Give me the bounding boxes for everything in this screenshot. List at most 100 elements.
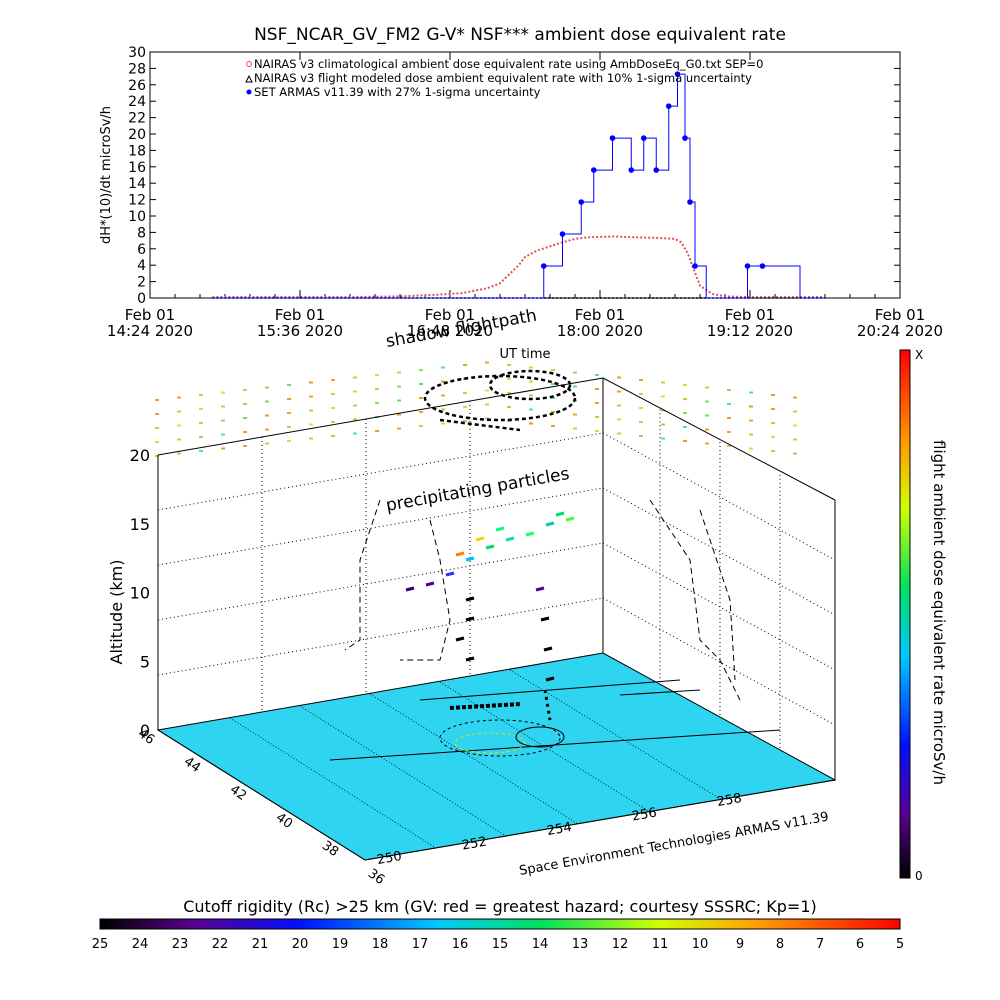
y-tick-label: 28 [128,61,146,77]
x-tick-date: Feb 01 [725,306,775,324]
box-front-right [364,779,836,861]
rigidity-tick: 8 [776,937,784,952]
y-tick-label: 10 [128,209,146,225]
series-armas-point [640,135,647,141]
x-tick-date: Feb 01 [875,306,925,324]
track-point [525,531,535,537]
series-armas-point [744,263,751,269]
altitude-tick: 0 [140,721,150,740]
rigidity-tick: 25 [92,937,109,952]
series-armas-point [628,167,635,173]
x-tick-date: Feb 01 [125,306,175,324]
dose-colorbar-top: X [915,348,923,362]
y-tick-label: 26 [128,78,146,94]
y-tick-label: 30 [128,45,146,61]
track-point [495,526,505,532]
x-tick-date: Feb 01 [425,306,475,324]
wall-grid-line [157,597,604,676]
box-back-left-edge [157,377,604,456]
time-series-chart: NSF_NCAR_GV_FM2 G-V* NSF*** ambient dose… [99,25,943,362]
dose-colorbar-gradient [899,349,911,879]
rigidity-tick: 6 [856,937,864,952]
track-point [455,636,465,642]
track-point [465,596,475,602]
rigidity-tick: 12 [612,937,629,952]
y-tick-label: 12 [128,193,146,209]
wall-grid-line [602,487,836,616]
side-projections [344,499,741,701]
box-front-left [157,729,366,861]
track-point [545,676,555,682]
rigidity-tick: 21 [252,937,269,952]
x-tick-time: 20:24 2020 [857,322,943,340]
altitude-axis: 0 5 10 15 20 [130,446,150,740]
track-point [465,616,475,622]
altitude-tick: 20 [130,446,150,465]
wall-grid-line [157,432,604,511]
series-armas-point [759,263,766,269]
legend-entry-armas: SET ARMAS v11.39 with 27% 1-sigma uncert… [254,85,541,99]
track-point [535,586,545,592]
y-tick-label: 24 [128,94,146,110]
rigidity-tick: 5 [896,937,904,952]
series-armas-point [682,135,688,141]
shadow-flightpath [423,369,577,432]
series-armas-point [687,199,693,205]
track-point [445,571,455,577]
rigidity-tick: 24 [132,937,149,952]
x-axis-label: UT time [500,347,551,362]
series-group [212,71,825,299]
track-point [505,536,515,542]
longitude-tick: 256 [631,806,658,825]
y-axis-label: dH*(10)/dt microSv/h [99,106,114,244]
track-point [465,556,475,562]
series-armas-point [609,135,616,141]
rigidity-tick: 20 [292,937,309,952]
x-tick-time: 18:00 2020 [557,322,643,340]
rigidity-tick: 11 [652,937,669,952]
dose-colorbar-label: flight ambient dose equivalent rate micr… [930,440,948,785]
x-tick-date: Feb 01 [575,306,625,324]
x-tick-time: 15:36 2020 [257,322,343,340]
latitude-tick: 36 [365,866,387,888]
rigidity-tick: 13 [572,937,589,952]
wall-grid [157,401,836,750]
rigidity-tick: 16 [452,937,469,952]
series-armas-point [590,167,597,173]
altitude-axis-label: Altitude (km) [107,560,126,665]
x-tick-time: 19:12 2020 [707,322,793,340]
altitude-tick: 15 [130,515,150,534]
rigidity-tick: 23 [172,937,189,952]
wall-grid-line [602,542,836,671]
rigidity-tick: 9 [736,937,744,952]
y-tick-label: 4 [137,258,146,274]
altitude-tick: 5 [140,652,150,671]
track-point [485,544,495,550]
x-tick-time: 14:24 2020 [107,322,193,340]
wall-grid-line [602,432,836,561]
series-armas-point [665,103,672,109]
longitude-tick: 250 [376,849,403,868]
series-armas-point [578,199,585,205]
series-armas-line [212,73,825,299]
longitude-axis: 250 252 254 256 258 [376,791,743,868]
chart-title: NSF_NCAR_GV_FM2 G-V* NSF*** ambient dose… [254,25,786,45]
rigidity-tick: 19 [332,937,349,952]
track-point [475,536,485,542]
legend-marker-armas [246,89,252,95]
track-point [555,511,565,517]
legend-entry-modeled: NAIRAS v3 flight modeled dose ambient eq… [254,71,752,85]
x-tick-time: 16:48 2020 [407,322,493,340]
precipitating-particles-label: precipitating particles [384,464,571,516]
series-armas-point [540,263,547,269]
rigidity-tick: 15 [492,937,509,952]
rigidity-colorbar-gradient [99,918,901,930]
rigidity-tick: 22 [212,937,229,952]
rigidity-tick: 18 [372,937,389,952]
y-tick-label: 14 [128,176,146,192]
rigidity-tick: 17 [412,937,429,952]
series-armas-point [692,263,698,269]
dose-colorbar: X 0 flight ambient dose equivalent rate … [899,348,948,883]
